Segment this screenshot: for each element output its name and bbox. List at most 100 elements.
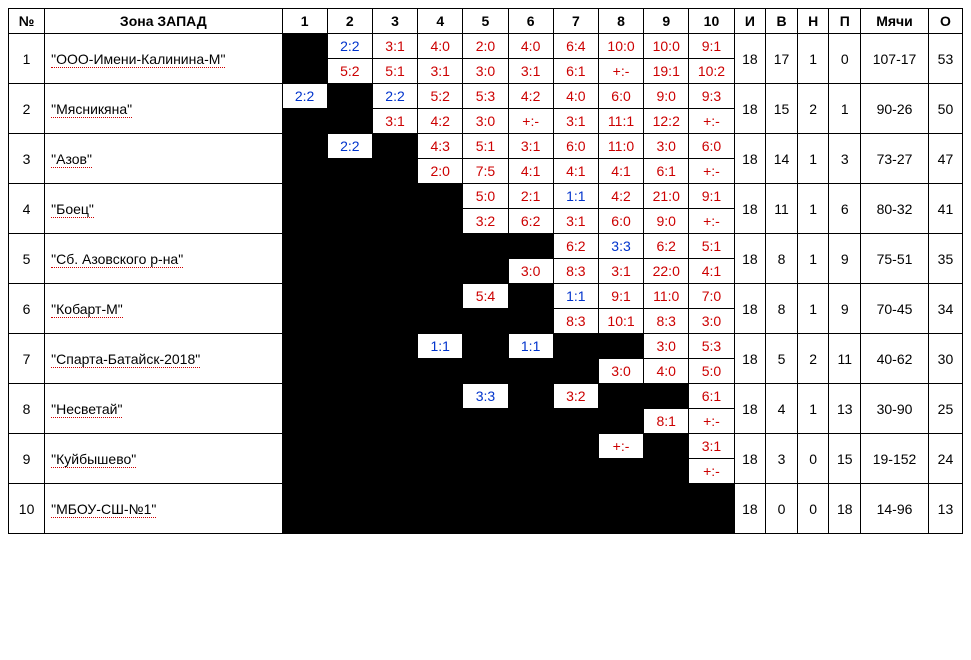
col-10: 10 [689, 9, 734, 34]
col-5: 5 [463, 9, 508, 34]
row-num: 3 [9, 134, 45, 184]
match-cell: -:+ [418, 509, 463, 534]
stat-points: 30 [928, 334, 962, 384]
match-cell: 0:3 [508, 509, 553, 534]
table-row: 10"МБОУ-СШ-№1"1:93:90:61:91:50:73:51:61:… [9, 484, 963, 509]
match-cell: 6:2 [553, 234, 598, 259]
match-cell: 1:9 [282, 484, 327, 509]
match-cell: 0:4 [553, 459, 598, 484]
stat-goals: 107-17 [861, 34, 929, 84]
team-name: "Мясникяна" [45, 84, 282, 134]
match-cell: 3:3 [598, 234, 643, 259]
stat-losses: 9 [829, 284, 861, 334]
match-cell: 0:2 [372, 209, 417, 234]
match-cell: 6:0 [598, 84, 643, 109]
match-cell: 3:1 [372, 34, 417, 59]
match-cell: 10:0 [644, 34, 689, 59]
stat-points: 50 [928, 84, 962, 134]
match-cell: 1:3 [644, 484, 689, 509]
match-cell: 1:3 [418, 359, 463, 384]
match-cell: 3:1 [508, 134, 553, 159]
match-cell: 11:0 [644, 284, 689, 309]
match-cell: 2:2 [282, 84, 327, 109]
match-cell: -:+ [282, 409, 327, 434]
match-cell [689, 484, 734, 509]
stat-draws: 2 [797, 334, 829, 384]
stat-played: 18 [734, 134, 766, 184]
col-3: 3 [372, 9, 417, 34]
match-cell: 3:1 [689, 434, 734, 459]
match-cell: 2:2 [327, 134, 372, 159]
col-1: 1 [282, 9, 327, 34]
stat-draws: 0 [797, 484, 829, 534]
match-cell: +:- [598, 59, 643, 84]
match-cell: 4:0 [418, 34, 463, 59]
match-cell: 5:2 [327, 59, 372, 84]
match-cell [372, 134, 417, 159]
row-num: 2 [9, 84, 45, 134]
stat-played: 18 [734, 334, 766, 384]
match-cell: 0:3 [282, 259, 327, 284]
stat-wins: 4 [766, 384, 798, 434]
match-cell [644, 434, 689, 459]
match-cell: 5:3 [463, 84, 508, 109]
match-cell: 2:4 [327, 284, 372, 309]
stat-losses: 13 [829, 384, 861, 434]
match-cell: 1:1 [553, 284, 598, 309]
table-row: 3"Азов"1:32:24:35:13:16:011:03:06:018141… [9, 134, 963, 159]
stat-points: 13 [928, 484, 962, 534]
match-cell [598, 409, 643, 434]
match-cell: 7:5 [463, 159, 508, 184]
match-cell [508, 284, 553, 309]
match-cell: 11:1 [598, 109, 643, 134]
match-cell [418, 209, 463, 234]
stat-draws: 1 [797, 134, 829, 184]
match-cell: 0:11 [508, 434, 553, 459]
match-cell: 1:5 [282, 159, 327, 184]
match-cell: 1:19 [282, 459, 327, 484]
match-cell: 2:10 [282, 509, 327, 534]
stat-goals: 40-62 [861, 334, 929, 384]
match-cell: 3:0 [644, 134, 689, 159]
col-points: О [928, 9, 962, 34]
match-cell: 4:0 [644, 359, 689, 384]
match-cell: 7:0 [689, 284, 734, 309]
match-cell: 0:4 [282, 284, 327, 309]
table-row: 5"Сб. Азовского р-на"0:23:51:50:54:56:23… [9, 234, 963, 259]
match-cell: 3:1 [372, 109, 417, 134]
col-2: 2 [327, 9, 372, 34]
stat-points: 35 [928, 234, 962, 284]
match-cell: 2:0 [463, 34, 508, 59]
match-cell: 9:0 [644, 84, 689, 109]
row-num: 6 [9, 284, 45, 334]
match-cell: 6:0 [689, 134, 734, 159]
stat-wins: 8 [766, 284, 798, 334]
col-losses: П [829, 9, 861, 34]
match-cell: 5:2 [418, 84, 463, 109]
match-cell: 6:4 [553, 34, 598, 59]
match-cell: 1:3 [327, 159, 372, 184]
match-cell [282, 34, 327, 59]
match-cell: 4:1 [598, 159, 643, 184]
match-cell: 4:2 [418, 109, 463, 134]
match-cell [644, 459, 689, 484]
row-num: 10 [9, 484, 45, 534]
stat-points: 47 [928, 134, 962, 184]
match-cell: 8:1 [644, 409, 689, 434]
match-cell: 4:0 [508, 34, 553, 59]
stat-points: 24 [928, 434, 962, 484]
match-cell: 4:0 [553, 84, 598, 109]
match-cell: 1:6 [282, 359, 327, 384]
match-cell: 3:1 [598, 259, 643, 284]
match-cell: 0:4 [282, 184, 327, 209]
match-cell: 10:2 [689, 59, 734, 84]
match-cell: 9:0 [644, 209, 689, 234]
match-cell [327, 84, 372, 109]
match-cell: 2:2 [372, 84, 417, 109]
match-cell: 4:2 [598, 184, 643, 209]
match-cell: 2:5 [282, 109, 327, 134]
row-num: 9 [9, 434, 45, 484]
match-cell: 3:3 [463, 384, 508, 409]
stat-goals: 19-152 [861, 434, 929, 484]
match-cell [553, 334, 598, 359]
